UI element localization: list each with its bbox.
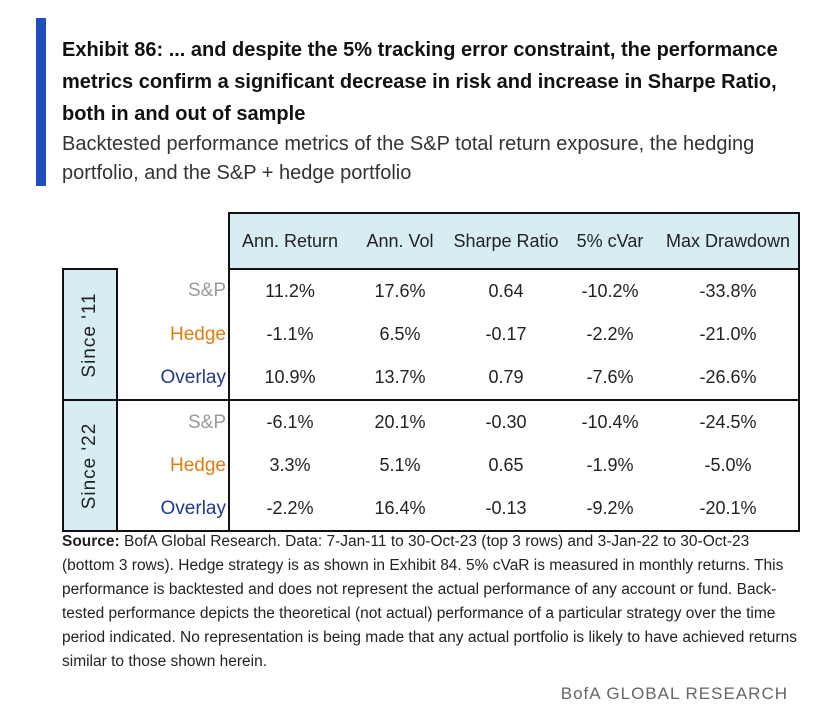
cell: -1.1% [266,324,314,344]
col-sharpe-ratio: Sharpe Ratio [450,212,562,270]
table-row: Overlay 10.9% 13.7% 0.79 -7.6% -26.6% [63,356,800,400]
row-label-sp: S&P [117,399,230,444]
cell: 6.5% [379,324,421,344]
table-row: Since '11 S&P 11.2% 17.6% 0.64 -10.2% -3… [62,268,800,400]
cell: 13.7% [374,367,426,387]
performance-table: Ann. Return Ann. Vol Sharpe Ratio 5% cVa… [62,212,800,532]
col-max-drawdown: Max Drawdown [658,212,800,270]
period-label-cell: Since '22 [62,399,118,532]
col-ann-vol: Ann. Vol [350,212,450,270]
cell: 20.1% [350,399,450,444]
row-label-overlay: Overlay [117,487,230,532]
col-cvar: 5% cVar [562,212,658,270]
row-label-overlay: Overlay [117,356,230,400]
cell: 17.6% [374,281,426,301]
table-row: Overlay -2.2% 16.4% -0.13 -9.2% -20.1% [63,487,800,532]
footer-brand: BofA GLOBAL RESEARCH [560,684,788,703]
exhibit-title: Exhibit 86: ... and despite the 5% track… [62,39,778,125]
cell: 0.79 [488,367,524,387]
cell: -5.0% [658,444,800,487]
cell: 0.65 [488,455,524,475]
table-corner [63,213,229,269]
header-row: Ann. Return Ann. Vol Sharpe Ratio 5% cVa… [63,212,800,270]
period-label: Since '22 [79,422,100,509]
cell: -9.2% [562,487,658,532]
exhibit-subtitle: Backtested performance metrics of the S&… [62,133,755,184]
cell: -20.1% [658,487,800,532]
cell: -10.4% [562,399,658,444]
cell: -7.6% [586,367,634,387]
cell: -0.30 [450,399,562,444]
cell: -33.8% [658,269,800,313]
cell: 3.3% [269,455,311,475]
table-row: Hedge 3.3% 5.1% 0.65 -1.9% -5.0% [63,444,800,487]
source-note: Source: BofA Global Research. Data: 7-Ja… [62,530,802,674]
cell: -6.1% [229,399,350,444]
cell: -2.2% [586,324,634,344]
cell: -2.2% [229,487,350,532]
cell: 5.1% [379,455,421,475]
cell: 0.64 [488,281,524,301]
period-label: Since '11 [79,291,100,378]
source-text: BofA Global Research. Data: 7-Jan-11 to … [62,533,797,670]
row-label-hedge: Hedge [117,444,230,487]
cell: -24.5% [658,399,800,444]
cell: 10.9% [264,367,316,387]
cell: -21.0% [658,313,800,356]
cell: 11.2% [265,281,315,301]
row-label-sp: S&P [117,269,230,313]
source-label: Source: [62,533,120,550]
table-row: Hedge -1.1% 6.5% -0.17 -2.2% -21.0% [63,313,800,356]
cell: -10.2% [581,281,639,301]
cell: -0.13 [450,487,562,532]
cell: -1.9% [586,455,634,475]
cell: -0.17 [485,324,527,344]
period-label-cell: Since '11 [62,268,118,400]
accent-bar [36,18,46,186]
col-ann-return: Ann. Return [228,212,350,270]
cell: 16.4% [350,487,450,532]
cell: -26.6% [658,356,800,400]
table-row: Since '22 S&P -6.1% 20.1% -0.30 -10.4% -… [62,399,800,532]
row-label-hedge: Hedge [117,313,230,356]
